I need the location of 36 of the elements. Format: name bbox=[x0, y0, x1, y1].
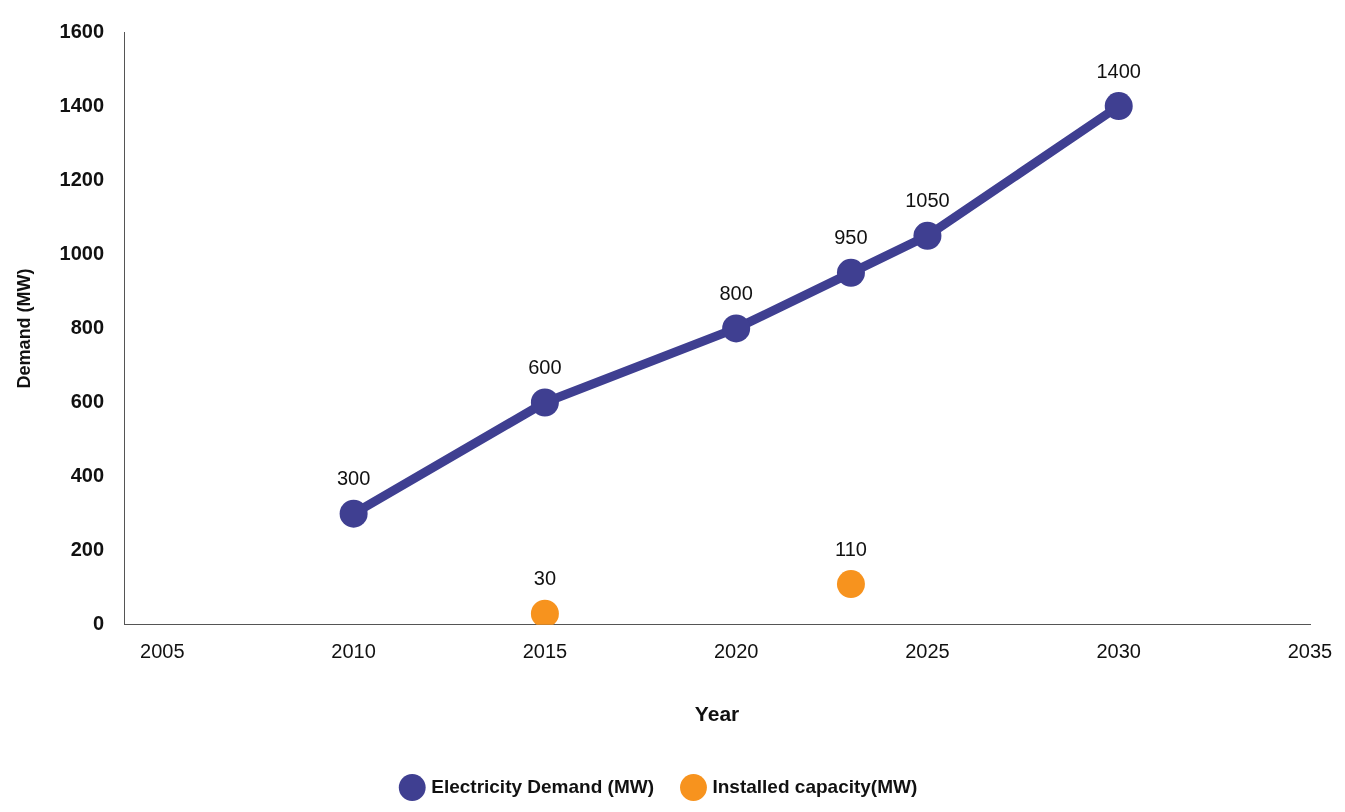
y-tick-label: 800 bbox=[70, 315, 105, 338]
point bbox=[836, 570, 865, 599]
x-axis-title: Year bbox=[694, 702, 740, 726]
y-tick-label: 600 bbox=[70, 390, 105, 413]
point bbox=[339, 499, 368, 528]
x-tick-label: 2010 bbox=[331, 640, 376, 663]
y-tick-label: 1600 bbox=[59, 19, 105, 42]
data-label: 950 bbox=[834, 226, 868, 249]
x-tick-label: 2020 bbox=[713, 640, 759, 663]
data-label: 110 bbox=[834, 537, 867, 560]
data-label: 30 bbox=[533, 567, 557, 590]
legend-label: Installed capacity(MW) bbox=[712, 775, 918, 797]
data-label: 1050 bbox=[905, 189, 950, 212]
y-axis-title: Demand (MW) bbox=[13, 268, 34, 389]
point bbox=[1104, 92, 1133, 121]
data-label: 1400 bbox=[1096, 59, 1141, 82]
y-tick-label: 400 bbox=[70, 464, 105, 487]
point bbox=[836, 258, 865, 287]
y-tick-label: 200 bbox=[70, 538, 105, 561]
x-tick-label: 2005 bbox=[140, 640, 185, 663]
legend-label: Electricity Demand (MW) bbox=[431, 775, 654, 797]
point bbox=[722, 314, 751, 343]
x-tick-label: 2025 bbox=[905, 640, 950, 663]
data-label: 600 bbox=[528, 356, 562, 379]
data-label: 800 bbox=[719, 281, 753, 304]
point bbox=[913, 221, 942, 250]
data-label: 300 bbox=[336, 467, 371, 490]
x-tick-label: 2015 bbox=[522, 640, 568, 663]
point bbox=[530, 388, 559, 417]
point bbox=[530, 599, 559, 625]
y-tick-label: 1000 bbox=[59, 241, 105, 264]
y-tick-label: 1200 bbox=[59, 167, 105, 190]
x-tick-label: 2030 bbox=[1096, 640, 1141, 663]
y-tick-label: 0 bbox=[92, 612, 105, 635]
x-tick-label: 2035 bbox=[1287, 640, 1333, 663]
y-tick-label: 1400 bbox=[59, 93, 105, 116]
